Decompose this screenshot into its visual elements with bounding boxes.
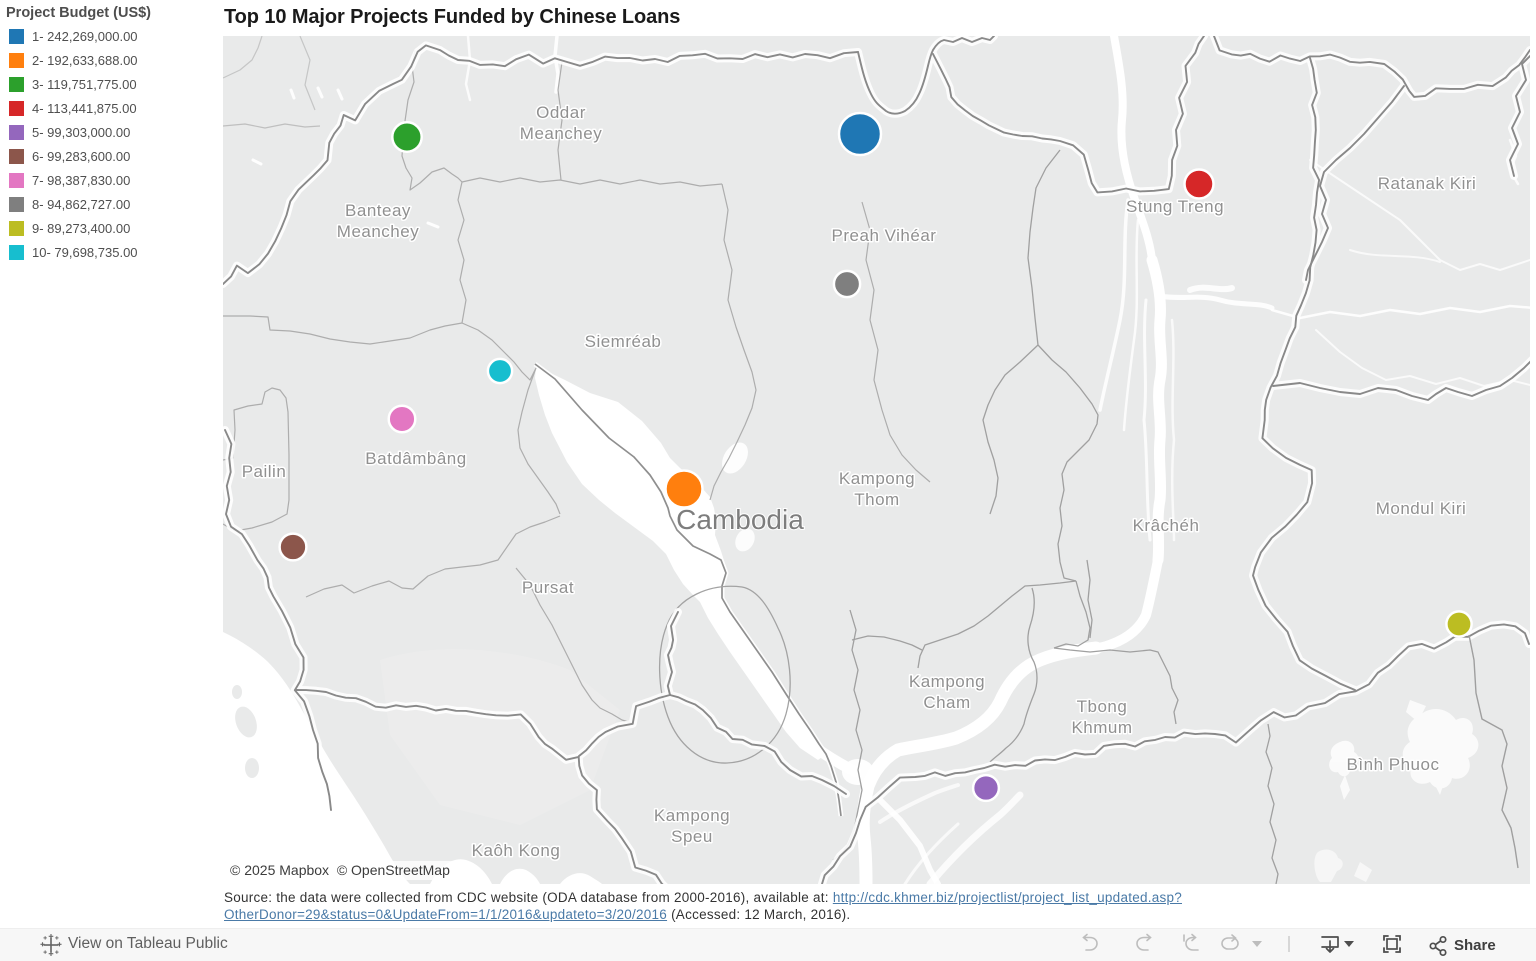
svg-text:Ratanak Kiri: Ratanak Kiri (1378, 174, 1477, 193)
svg-text:Cham: Cham (923, 693, 970, 712)
svg-text:Oddar: Oddar (536, 103, 586, 122)
svg-text:Pursat: Pursat (522, 578, 574, 597)
svg-text:Batdâmbâng: Batdâmbâng (365, 449, 466, 468)
svg-text:Mondul Kiri: Mondul Kiri (1376, 499, 1467, 518)
svg-text:© 2025 Mapbox © OpenStreetMap: © 2025 Mapbox © OpenStreetMap (230, 862, 450, 878)
svg-text:Kampong: Kampong (909, 672, 985, 691)
svg-text:Kampong: Kampong (839, 469, 915, 488)
svg-text:Preah Vihéar: Preah Vihéar (832, 226, 937, 245)
svg-text:Meanchey: Meanchey (337, 222, 419, 241)
svg-text:Pailin: Pailin (242, 462, 287, 481)
svg-text:Stung Treng: Stung Treng (1126, 197, 1224, 216)
svg-text:Speu: Speu (671, 827, 713, 846)
svg-text:Banteay: Banteay (345, 201, 411, 220)
svg-text:Tbong: Tbong (1077, 697, 1128, 716)
svg-text:Khmum: Khmum (1071, 718, 1132, 737)
svg-text:Meanchey: Meanchey (520, 124, 602, 143)
svg-text:Share: Share (1454, 937, 1496, 954)
svg-text:Kampong: Kampong (654, 806, 730, 825)
svg-text:Siemréab: Siemréab (585, 332, 662, 351)
svg-text:Cambodia: Cambodia (676, 504, 804, 535)
svg-text:Bình Phuoc: Bình Phuoc (1347, 755, 1440, 774)
svg-text:Kaôh Kong: Kaôh Kong (472, 841, 561, 860)
svg-text:Krâchéh: Krâchéh (1133, 516, 1200, 535)
svg-text:Thom: Thom (854, 490, 899, 509)
